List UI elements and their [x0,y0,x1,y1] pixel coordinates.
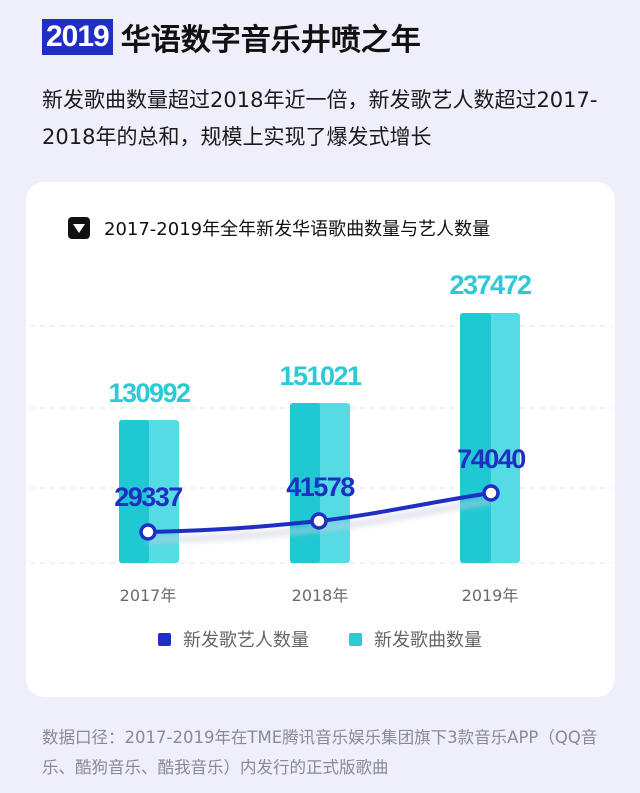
x-tick-2019: 2019年 [461,586,519,605]
legend-label-songs: 新发歌曲数量 [374,630,482,651]
bar-value-2017: 130992 [108,378,191,408]
line-value-2017: 29337 [114,482,183,512]
bar-value-2018: 151021 [279,361,362,391]
legend-label-artists: 新发歌艺人数量 [183,630,309,651]
triangle-down-icon [68,217,90,239]
bar-2019 [460,313,520,563]
line-value-2019: 74040 [457,444,526,474]
chart-legend: 新发歌艺人数量 新发歌曲数量 [0,626,640,652]
x-tick-2018: 2018年 [291,586,349,605]
year-badge: 2019 [42,19,113,55]
data-source-footnote: 数据口径：2017-2019年在TME腾讯音乐娱乐集团旗下3款音乐APP（QQ音… [42,728,598,777]
line-value-2018: 41578 [286,472,355,502]
chart-title: 2017-2019年全年新发华语歌曲数量与艺人数量 [68,215,490,241]
headline: 2019 华语数字音乐井喷之年 [42,17,421,58]
page-title: 华语数字音乐井喷之年 [120,23,421,58]
bar-value-2019: 237472 [449,270,532,300]
legend-item-artists[interactable]: 新发歌艺人数量 [158,626,309,652]
x-tick-2017: 2017年 [119,586,177,605]
legend-swatch-artists [158,632,171,646]
legend-item-songs[interactable]: 新发歌曲数量 [349,626,482,652]
legend-swatch-songs [349,632,362,646]
subtitle: 新发歌曲数量超过2018年近一倍，新发歌艺人数超过2017-2018年的总和，规… [42,88,598,149]
chart-title-text: 2017-2019年全年新发华语歌曲数量与艺人数量 [104,219,491,240]
